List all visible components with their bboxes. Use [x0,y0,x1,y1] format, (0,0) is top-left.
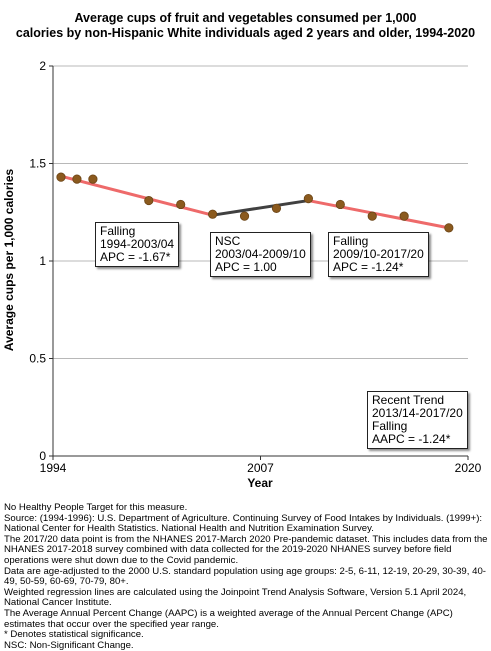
chart-title-line-1: Average cups of fruit and vegetables con… [74,11,417,25]
annotation-line: AAPC = -1.24* [372,432,451,446]
annotation-recent-trend: Recent Trend 2013/14-2017/20 Falling AAP… [367,391,468,449]
annotation-line: NSC [215,234,241,248]
data-point [239,211,250,221]
data-point [399,211,409,221]
footnote: Data are age-adjusted to the 2000 U.S. s… [4,565,486,588]
data-point [176,199,186,210]
data-point [335,199,345,210]
data-point [88,174,98,184]
annotation-falling-1994-2004: Falling 1994-2003/04 APC = -1.67* [95,222,180,267]
x-tick-label: 2020 [455,461,482,475]
chart-title-line-2: calories by non-Hispanic White individua… [15,26,476,40]
y-tick-label: 1.5 [29,157,46,171]
y-tick-label: 0.5 [29,352,46,366]
trend-segment [59,174,215,217]
data-point [56,172,66,182]
annotation-line: Falling [100,224,136,238]
annotation-line: 1994-2003/04 [100,237,175,251]
data-point [444,223,454,233]
annotation-line: Falling [372,419,408,433]
annotation-line: Recent Trend [372,393,445,407]
y-axis-label: Average cups per 1,000 calories [2,169,16,352]
data-point [72,174,82,184]
trend-lines [59,174,451,230]
y-tick-label: 0 [39,449,46,463]
y-tick-label: 2 [39,59,46,73]
footnote: The Average Annual Percent Change (AAPC)… [4,607,453,630]
footnote: * Denotes statistical significance. [4,629,144,641]
data-point [271,203,282,213]
annotation-line: 2003/04-2009/10 [215,247,306,261]
footnotes: No Healthy People Target for this measur… [4,502,488,651]
footnote: NSC: Non-Significant Change. [4,639,134,651]
annotation-nsc-2004-2010: NSC 2003/04-2009/10 APC = 1.00 [210,232,311,277]
axes: 0 0.5 1 1.5 2 1994 2007 2020 [29,59,481,475]
trend-segment [306,199,451,230]
y-tick-label: 1 [39,254,46,268]
footnote: Source: (1994-1996): U.S. Department of … [4,512,483,535]
footnote: No Healthy People Target for this measur… [4,502,188,513]
data-point [144,195,154,206]
annotation-line: 2013/14-2017/20 [372,406,463,420]
annotation-line: Falling [333,234,369,248]
chart-title: Average cups of fruit and vegetables con… [0,11,491,41]
data-point [303,194,313,204]
x-tick-label: 2007 [247,461,274,475]
data-points [56,172,454,233]
chart: 0 0.5 1 1.5 2 1994 2007 2020 Year Average cups … [2,59,482,490]
annotation-line: APC = 1.00 [215,260,277,274]
footnote: Weighted regression lines are calculated… [4,586,467,609]
annotation-falling-2010-2020: Falling 2009/10-2017/20 APC = -1.24* [328,232,429,277]
annotation-line: APC = -1.24* [333,260,404,274]
data-point [367,211,377,221]
x-axis-label: Year [247,476,273,490]
data-point [208,209,218,219]
x-tick-label: 1994 [40,461,67,475]
footnote: The 2017/20 data point is from the NHANE… [4,533,488,566]
annotation-line: 2009/10-2017/20 [333,247,424,261]
annotation-line: APC = -1.67* [100,250,171,264]
trend-segment [211,199,310,217]
